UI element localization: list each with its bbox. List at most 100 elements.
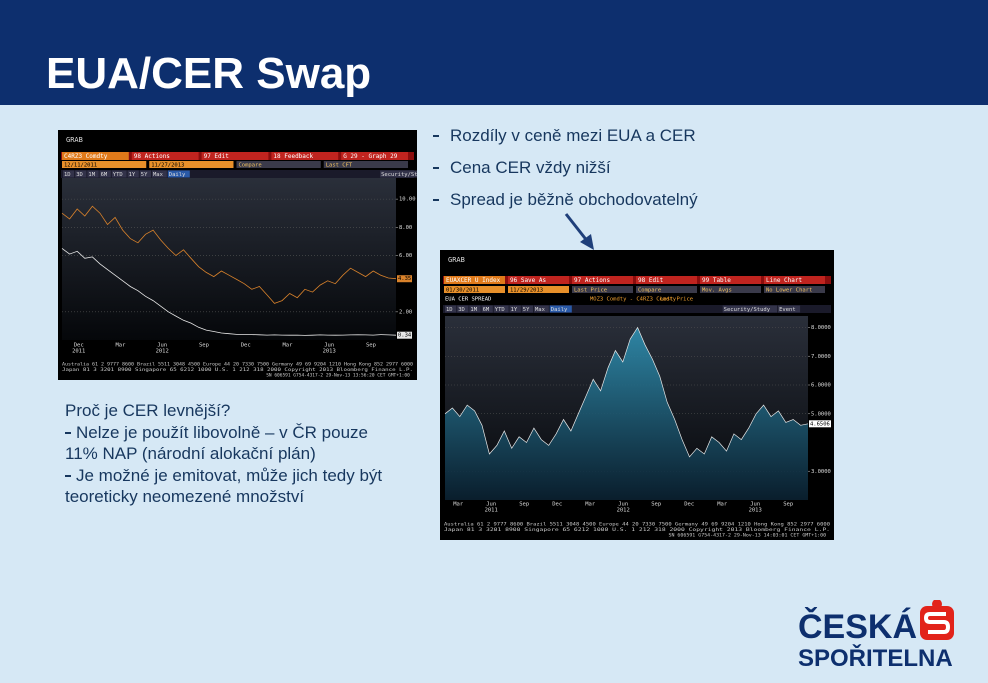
period-button bbox=[380, 170, 417, 178]
x-tick-label: Dec bbox=[74, 343, 84, 349]
period-label: Max bbox=[153, 172, 164, 178]
toolbar-button bbox=[131, 152, 199, 160]
x-tick-label: Jun bbox=[157, 343, 167, 349]
toolbar-button bbox=[341, 152, 408, 160]
period-button bbox=[778, 305, 801, 313]
toolbar-label: 98 Edit bbox=[638, 277, 664, 284]
x-tick-label: Sep bbox=[366, 343, 376, 349]
header-band: EUA/CER Swap bbox=[0, 0, 988, 105]
point: Nelze je použít libovolně – v ČR pouze 1… bbox=[65, 422, 395, 465]
x-tick-label: Sep bbox=[783, 502, 793, 508]
field bbox=[508, 286, 569, 293]
x-tick-label: Dec bbox=[684, 502, 694, 508]
bullet-dash bbox=[433, 135, 439, 137]
period-button bbox=[457, 305, 469, 313]
x-tick-label: Mar bbox=[453, 502, 464, 508]
bullet-text: Cena CER vždy nižší bbox=[450, 158, 611, 177]
grab-label: GRAB bbox=[66, 136, 83, 144]
last-value-box bbox=[397, 331, 412, 339]
field-label: 12/11/2011 bbox=[64, 163, 97, 169]
x-year-label: 2013 bbox=[749, 508, 762, 514]
period-button bbox=[722, 305, 778, 313]
x-tick-label: Mar bbox=[585, 502, 596, 508]
period-button bbox=[493, 305, 509, 313]
period-label: 3D bbox=[458, 307, 465, 313]
field bbox=[149, 161, 234, 168]
area-edge bbox=[444, 326, 809, 458]
period-label: Event bbox=[779, 307, 796, 313]
field-label: 11/27/2013 bbox=[151, 163, 184, 169]
bullet-list: Rozdíly v ceně mezi EUA a CER Cena CER v… bbox=[432, 124, 952, 220]
field bbox=[764, 286, 825, 293]
period-bar bbox=[443, 305, 831, 313]
field bbox=[323, 161, 408, 168]
line bbox=[61, 205, 397, 304]
toolbar-button bbox=[636, 276, 697, 284]
bullet-text: Spread je běžně obchodovatelný bbox=[450, 190, 698, 209]
bullet-dash bbox=[65, 475, 71, 477]
toolbar-button bbox=[444, 276, 505, 284]
field bbox=[700, 286, 761, 293]
chart-info: EUA CER SPREAD bbox=[445, 297, 491, 303]
plot-area bbox=[62, 178, 396, 340]
bullet-text: Rozdíly v ceně mezi EUA a CER bbox=[450, 126, 696, 145]
period-button bbox=[87, 170, 99, 178]
period-button bbox=[549, 305, 572, 313]
bloomberg-screenshot: GRAB EUAXCER U Index 96 Save As 97 Actions 9… bbox=[440, 250, 834, 540]
bullet: Spread je běžně obchodovatelný bbox=[432, 188, 952, 220]
last-value-box bbox=[397, 275, 412, 283]
chart-info: Last Price bbox=[660, 297, 693, 303]
y-tick-label: 5.0000 bbox=[811, 411, 831, 417]
x-tick-label: Jun bbox=[618, 502, 628, 508]
toolbar-label: 96 Save As bbox=[510, 277, 547, 284]
field-label: 01/30/2011 bbox=[446, 288, 479, 294]
footer-line: SN 606591 G754-4317-2 29-Nov-13 14:03:01… bbox=[669, 533, 827, 539]
toolbar-label: 98 Actions bbox=[134, 153, 171, 160]
period-label: Max bbox=[535, 307, 546, 313]
logo-text: SPOŘITELNA bbox=[798, 644, 953, 672]
question: Proč je CER levnější? bbox=[65, 401, 231, 420]
field-label: 11/29/2013 bbox=[510, 288, 543, 294]
period-label: Security/Study bbox=[381, 172, 417, 178]
field-label: Mov. Avgs bbox=[702, 288, 732, 294]
bullet-dash bbox=[65, 432, 71, 434]
period-button bbox=[63, 170, 75, 178]
x-year-label: 2012 bbox=[156, 349, 169, 355]
x-year-label: 2011 bbox=[72, 349, 85, 355]
period-button bbox=[152, 170, 167, 178]
toolbar-button bbox=[201, 152, 269, 160]
bullet: Cena CER vždy nižší bbox=[432, 156, 952, 188]
toolbar-button bbox=[62, 152, 129, 160]
field bbox=[572, 286, 633, 293]
logo-dot bbox=[932, 600, 942, 609]
period-label: 6M bbox=[483, 307, 490, 313]
bloomberg-screenshot: GRAB C4RZ3 Comdty 98 Actions 97 Edit 18 Feed… bbox=[58, 130, 417, 380]
x-tick-label: Mar bbox=[717, 502, 728, 508]
footer-line: SN 606591 G754-4317-2 29-Nov-13 13:56:20… bbox=[266, 373, 410, 379]
y-tick-label: 7.0000 bbox=[811, 354, 831, 360]
toolbar-label: G 29 - Graph 29 bbox=[343, 153, 398, 160]
period-label: Daily bbox=[169, 172, 186, 178]
field bbox=[636, 286, 697, 293]
period-label: Security/Study bbox=[724, 307, 771, 313]
period-label: 1M bbox=[470, 307, 477, 313]
toolbar-label: Line Chart bbox=[766, 277, 803, 284]
footer-line: Australia 61 2 9777 8600 Brazil 5511 304… bbox=[444, 522, 830, 528]
x-tick-label: Jun bbox=[750, 502, 760, 508]
period-button bbox=[139, 170, 151, 178]
x-tick-label: Mar bbox=[115, 343, 126, 349]
x-tick-label: Sep bbox=[651, 502, 661, 508]
arrow-shaft bbox=[564, 213, 590, 243]
x-tick-label: Dec bbox=[552, 502, 562, 508]
x-tick-label: Sep bbox=[519, 502, 529, 508]
period-bar bbox=[61, 170, 414, 178]
period-label: Daily bbox=[551, 307, 568, 313]
period-label: 3D bbox=[76, 172, 83, 178]
last-value-label: 4.6506 bbox=[810, 421, 830, 427]
line bbox=[61, 248, 397, 336]
grab-label: GRAB bbox=[448, 256, 465, 264]
period-label: YTD bbox=[495, 307, 505, 313]
toolbar-label: 97 Actions bbox=[574, 277, 611, 284]
field bbox=[444, 286, 505, 293]
arrow-head bbox=[580, 234, 594, 250]
